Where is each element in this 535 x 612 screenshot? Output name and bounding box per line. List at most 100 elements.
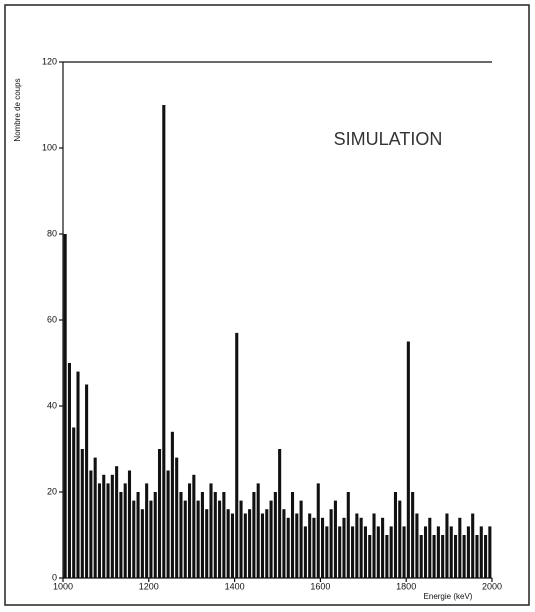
bar <box>119 492 123 578</box>
bar <box>333 500 337 578</box>
y-tick-label: 100 <box>42 142 57 152</box>
bar <box>183 500 187 578</box>
bar <box>389 526 393 578</box>
y-tick-label: 120 <box>42 56 57 66</box>
x-tick-label: 1800 <box>396 581 416 591</box>
bar <box>209 483 213 578</box>
bar <box>484 535 488 578</box>
bar <box>175 457 179 578</box>
bar <box>97 483 102 578</box>
bar <box>312 517 316 578</box>
y-tick-label: 20 <box>47 486 57 496</box>
bar <box>423 526 428 578</box>
bar <box>329 509 333 578</box>
bar <box>368 535 372 578</box>
bar <box>192 474 196 578</box>
x-tick-label: 1600 <box>310 581 330 591</box>
bar <box>372 513 376 578</box>
bar <box>153 492 157 578</box>
bar <box>471 513 475 578</box>
bar <box>239 500 243 578</box>
bar <box>140 509 144 578</box>
bar <box>286 517 290 578</box>
x-tick-label: 2000 <box>482 581 502 591</box>
bar <box>200 492 204 578</box>
bar <box>462 535 466 578</box>
bar <box>115 466 119 578</box>
y-tick-label: 80 <box>47 228 57 238</box>
bar <box>136 492 140 578</box>
bar <box>355 513 359 578</box>
bar <box>235 332 239 578</box>
bar <box>273 492 277 578</box>
bar <box>149 500 153 578</box>
bar <box>265 509 269 578</box>
bar <box>230 513 234 578</box>
bar <box>170 431 174 578</box>
bar <box>321 517 325 578</box>
bar <box>436 526 440 578</box>
bar <box>385 535 389 578</box>
bar <box>453 535 458 578</box>
bar <box>243 513 247 578</box>
bar <box>475 535 479 578</box>
bar <box>256 483 260 578</box>
x-tick-label: 1000 <box>53 581 73 591</box>
bar <box>441 535 445 578</box>
y-tick-label: 0 <box>52 572 57 582</box>
bar <box>325 526 329 578</box>
bar <box>316 483 320 578</box>
bar <box>157 449 162 578</box>
bar <box>166 470 170 578</box>
bar <box>63 234 67 578</box>
bar <box>376 526 380 578</box>
bar <box>226 509 230 578</box>
bar <box>398 500 402 578</box>
bar <box>308 513 312 578</box>
bar <box>85 384 89 578</box>
bar <box>449 526 453 578</box>
bar <box>179 492 183 578</box>
bar <box>248 509 252 578</box>
bar <box>303 526 307 578</box>
frame <box>4 4 530 606</box>
x-axis-label: Energie (keV) <box>424 592 473 601</box>
bar <box>127 470 132 578</box>
bar <box>479 526 483 578</box>
bar <box>445 513 449 578</box>
bar <box>351 526 355 578</box>
y-axis-label: Nombre de coups <box>13 78 22 141</box>
bar <box>299 500 303 578</box>
bar <box>278 449 282 578</box>
bar <box>402 526 406 578</box>
bar <box>102 474 106 578</box>
bar <box>428 517 432 578</box>
bar <box>89 470 93 578</box>
bar <box>381 517 385 578</box>
bar <box>338 526 342 578</box>
x-tick-label: 1400 <box>225 581 245 591</box>
annotation: SIMULATION <box>334 129 443 149</box>
x-tick-label: 1200 <box>139 581 159 591</box>
bar <box>213 492 217 578</box>
y-tick-label: 40 <box>47 400 57 410</box>
bar <box>432 535 436 578</box>
bar <box>346 492 350 578</box>
bar <box>406 341 410 578</box>
bar <box>205 509 209 578</box>
bar <box>290 492 295 578</box>
bar <box>363 526 367 578</box>
bar <box>252 492 256 578</box>
bar <box>106 483 110 578</box>
bar <box>359 517 363 578</box>
bar <box>415 513 419 578</box>
bar <box>269 500 273 578</box>
bar <box>93 457 97 578</box>
y-tick-label: 60 <box>47 314 57 324</box>
bar <box>110 474 114 578</box>
bar <box>466 526 470 578</box>
bar <box>72 427 76 578</box>
bar <box>145 483 149 578</box>
bar <box>162 105 166 578</box>
